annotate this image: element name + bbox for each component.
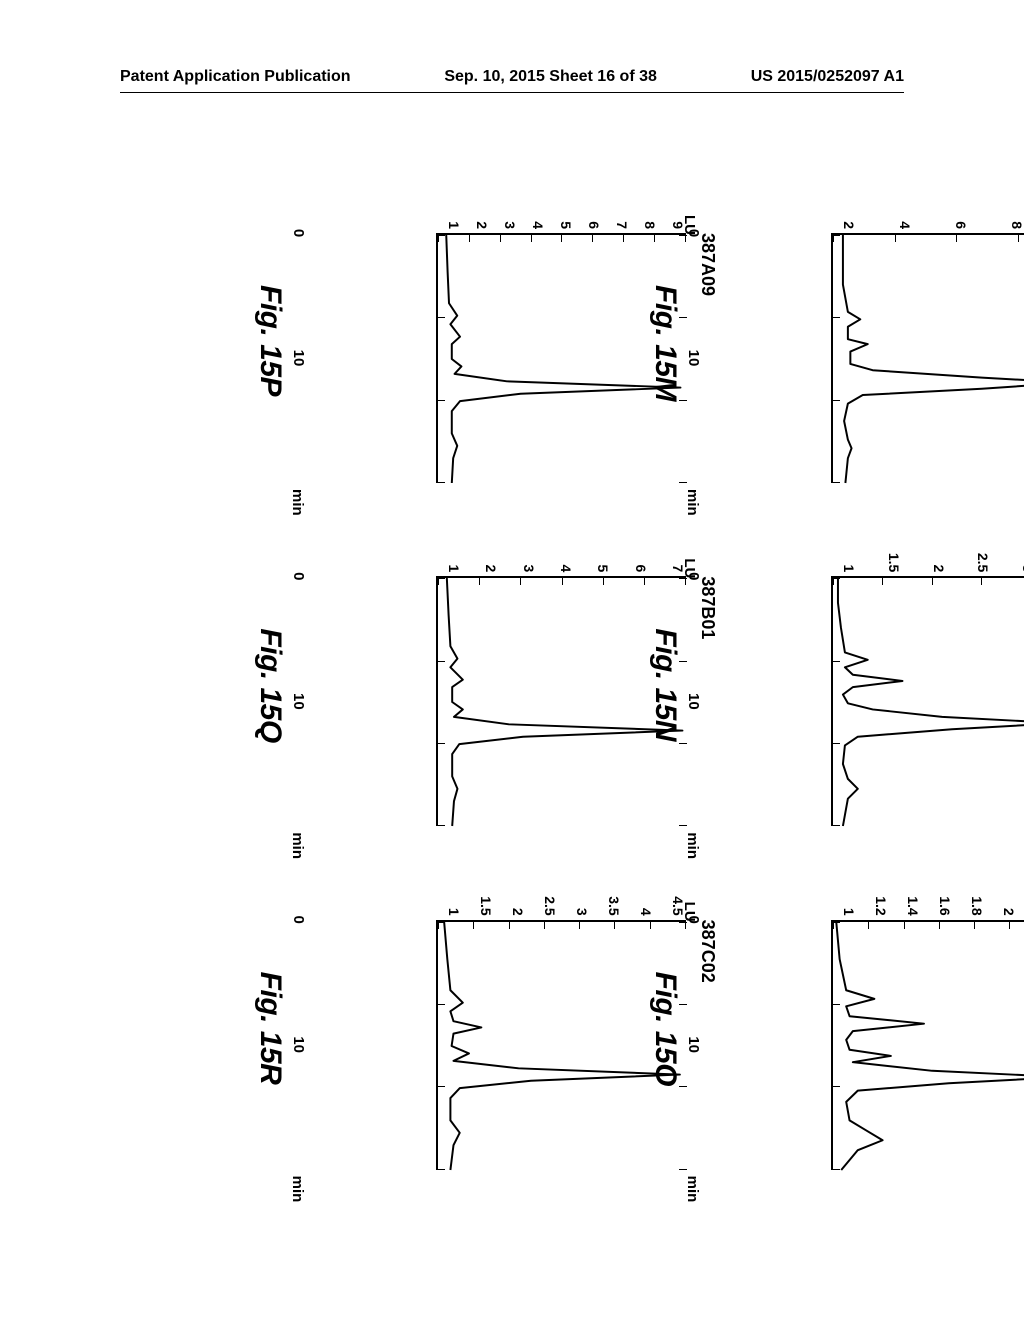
x-axis-unit: min	[289, 832, 306, 859]
y-tick-label: 6	[586, 221, 602, 229]
y-tick-label: 2	[841, 221, 857, 229]
plot-area	[831, 920, 1024, 1170]
y-tick-labels: 108642	[841, 195, 1024, 229]
x-tick-labels: 010	[289, 920, 307, 1170]
y-tick-label: 4.5	[670, 896, 686, 915]
chart-cell: 386H05LU3.532.521.51010minFig. 15N	[740, 528, 1024, 841]
y-tick-labels: 7 6 5 4 3 2 1	[446, 538, 686, 572]
curve-path	[836, 922, 1024, 1170]
x-tick-label: 0	[290, 915, 307, 923]
y-tick-label: 2	[483, 565, 499, 573]
chromatogram-curve	[833, 922, 1024, 1170]
curve-path	[838, 578, 1024, 826]
y-tick-label: 4	[897, 221, 913, 229]
y-tick-label: 3	[521, 565, 537, 573]
plot-area	[436, 576, 686, 826]
y-tick-label: 2	[931, 565, 947, 573]
chart-title: 387B01	[697, 576, 718, 639]
y-tick-label: 4	[530, 221, 546, 229]
chart-cell: 387B01LU7654321010minFig. 15Q	[345, 528, 720, 841]
y-tick-label: 1	[446, 908, 462, 916]
x-tick-label: 0	[290, 572, 307, 580]
y-tick-label: 1	[446, 221, 462, 229]
y-tick-label: 4	[558, 565, 574, 573]
plot-area	[831, 233, 1024, 483]
y-tick-label: 3	[574, 908, 590, 916]
x-axis-unit: min	[289, 489, 306, 516]
plot-area	[436, 920, 686, 1170]
chart-cell: 387A09LU987654321010minFig. 15P	[345, 185, 720, 498]
y-tick-label: 6	[633, 565, 649, 573]
chart-cell: 386F11LU108642010minFig. 15M	[740, 185, 1024, 498]
y-tick-label: 2	[510, 908, 526, 916]
y-tick-label: 7	[670, 565, 686, 573]
chromatogram-curve	[833, 235, 1024, 483]
x-tick-label: 10	[290, 1036, 307, 1053]
y-tick-label: 2	[1001, 908, 1017, 916]
y-tick-label: 1.2	[873, 896, 889, 915]
header-right: US 2015/0252097 A1	[751, 68, 904, 86]
y-tick-label: 1.8	[969, 896, 985, 915]
x-tick-label: 10	[290, 350, 307, 367]
header-left: Patent Application Publication	[120, 68, 351, 86]
y-tick-labels: 2.42.221.81.61.41.21	[841, 882, 1024, 916]
y-tick-label: 2	[474, 221, 490, 229]
chromatogram-curve	[438, 578, 686, 826]
chart-grid: 386F11LU108642010minFig. 15M386H05LU3.53…	[345, 185, 1024, 1185]
y-tick-label: 7	[614, 221, 630, 229]
figure-label: Fig. 15R	[253, 972, 287, 1085]
x-axis-unit: min	[289, 1176, 306, 1203]
x-tick-labels: 010	[289, 233, 307, 483]
y-tick-label: 8	[642, 221, 658, 229]
y-tick-label: 4	[638, 908, 654, 916]
y-tick-label: 3.5	[606, 896, 622, 915]
x-tick-labels: 010	[289, 576, 307, 826]
y-tick-label: 3	[1020, 565, 1024, 573]
y-tick-label: 1.6	[937, 896, 953, 915]
y-tick-label: 9	[670, 221, 686, 229]
y-tick-label: 1	[841, 565, 857, 573]
chromatogram-curve	[438, 922, 686, 1170]
curve-path	[843, 235, 1024, 483]
plot-area	[831, 576, 1024, 826]
y-tick-labels: 4.5 4 3.5 3 2.5 2 1.5 1	[446, 882, 686, 916]
y-tick-label: 2.5	[975, 553, 991, 572]
y-tick-label: 2.5	[542, 896, 558, 915]
header-rule	[120, 92, 904, 93]
chart-title: 387A09	[697, 233, 718, 296]
header-center: Sep. 10, 2015 Sheet 16 of 38	[444, 68, 657, 86]
chart-cell: 387A03LU2.42.221.81.61.41.21010minFig. 1…	[740, 872, 1024, 1185]
figure-area: 386F11LU108642010minFig. 15M386H05LU3.53…	[5, 295, 1005, 1065]
y-tick-label: 1	[446, 565, 462, 573]
curve-path	[446, 235, 680, 483]
chromatogram-curve	[833, 578, 1024, 826]
curve-path	[444, 922, 680, 1170]
y-tick-labels: 3.532.521.51	[841, 538, 1024, 572]
y-tick-labels: 9 8 7 6 5 4 3 2 1	[446, 195, 686, 229]
figure-label: Fig. 15Q	[253, 628, 287, 742]
y-tick-label: 5	[558, 221, 574, 229]
curve-path	[447, 578, 683, 826]
y-tick-label: 3	[502, 221, 518, 229]
y-tick-label: 1	[841, 908, 857, 916]
y-tick-label: 1.5	[478, 896, 494, 915]
y-tick-label: 8	[1009, 221, 1024, 229]
chart-cell: 387C02LU4.543.532.521.51010minFig. 15R	[345, 872, 720, 1185]
y-tick-label: 5	[595, 565, 611, 573]
plot-area	[436, 233, 686, 483]
y-tick-label: 1.4	[905, 896, 921, 915]
page-header: Patent Application Publication Sep. 10, …	[0, 68, 1024, 86]
y-tick-label: 1.5	[886, 553, 902, 572]
x-tick-label: 10	[290, 693, 307, 710]
chart-title: 387C02	[697, 920, 718, 983]
x-tick-label: 0	[290, 229, 307, 237]
y-tick-label: 6	[953, 221, 969, 229]
chromatogram-curve	[438, 235, 686, 483]
figure-label: Fig. 15P	[253, 285, 287, 396]
